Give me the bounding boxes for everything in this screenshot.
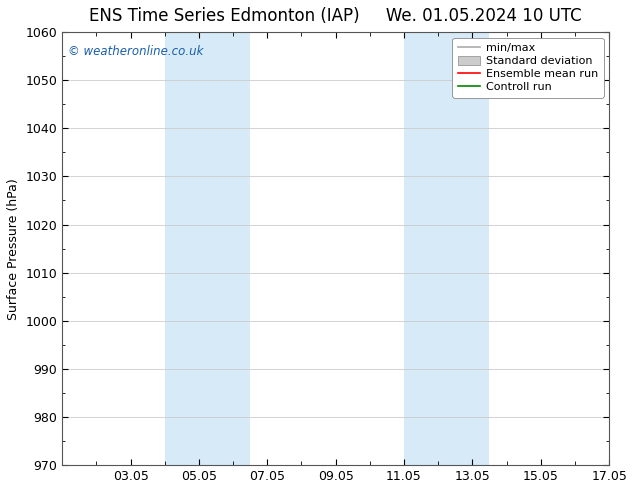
Legend: min/max, Standard deviation, Ensemble mean run, Controll run: min/max, Standard deviation, Ensemble me… bbox=[453, 38, 604, 98]
Y-axis label: Surface Pressure (hPa): Surface Pressure (hPa) bbox=[7, 178, 20, 319]
Bar bbox=[165, 32, 250, 465]
Text: © weatheronline.co.uk: © weatheronline.co.uk bbox=[68, 45, 203, 58]
Title: ENS Time Series Edmonton (IAP)     We. 01.05.2024 10 UTC: ENS Time Series Edmonton (IAP) We. 01.05… bbox=[89, 7, 582, 25]
Bar bbox=[404, 32, 489, 465]
